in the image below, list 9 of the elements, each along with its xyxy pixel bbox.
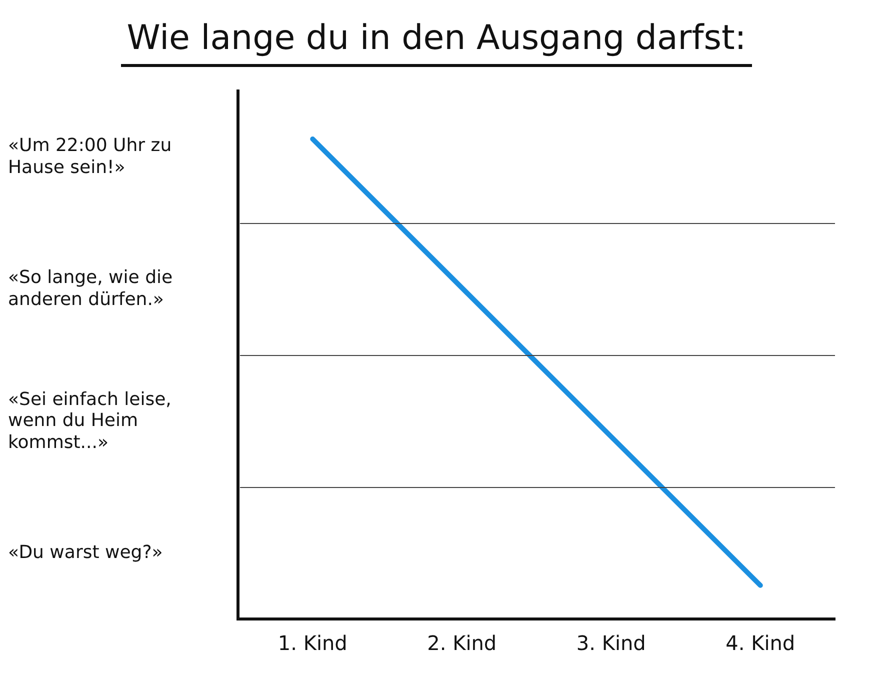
x-tick-label: 4. Kind bbox=[726, 631, 796, 656]
x-tick-label: 3. Kind bbox=[576, 631, 646, 656]
x-tick-label: 2. Kind bbox=[427, 631, 497, 656]
text: «Sei einfach leise, wenn du Heim kommst...» bbox=[8, 388, 172, 454]
text: «Du warst weg?» bbox=[8, 542, 163, 564]
chart-title: Wie lange du in den Ausgang darfst: bbox=[120, 14, 752, 67]
text: «So lange, wie die anderen dürfen.» bbox=[8, 267, 174, 311]
x-tick-label: 1. Kind bbox=[278, 631, 348, 656]
text: «Um 22:00 Uhr zu Hause sein!» bbox=[8, 135, 173, 179]
